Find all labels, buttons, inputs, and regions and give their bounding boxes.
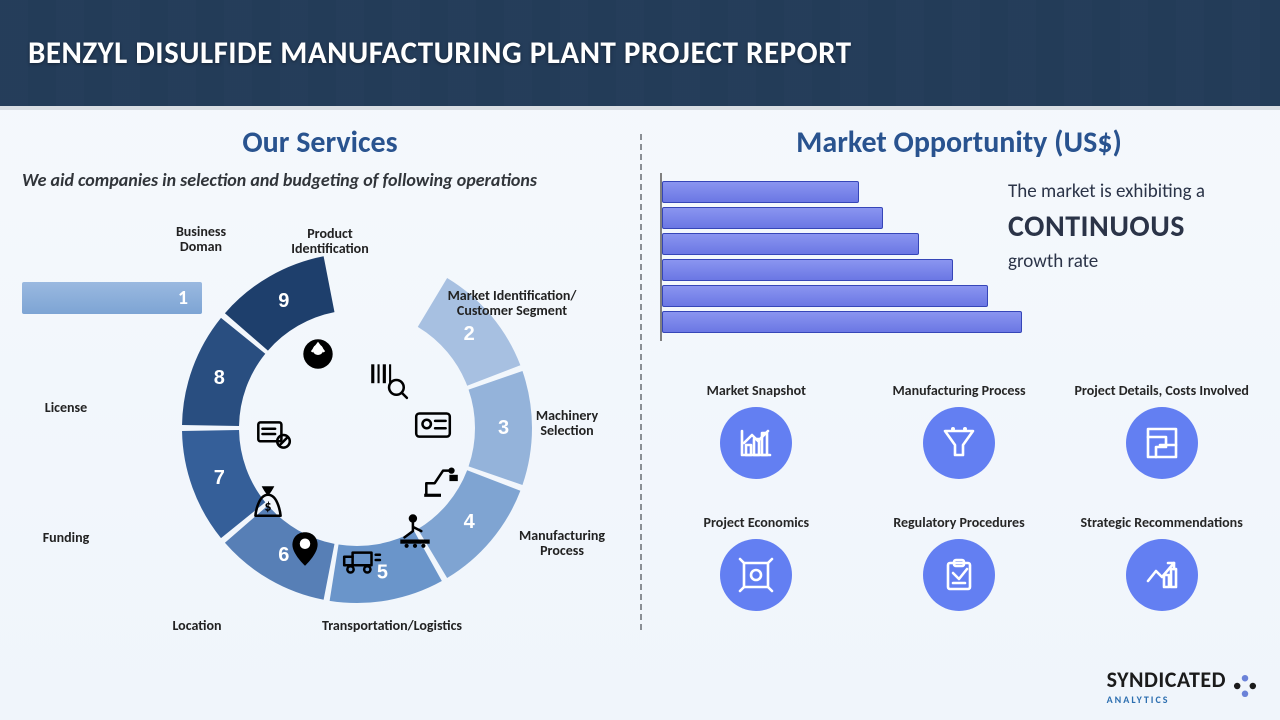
robot-icon <box>420 458 462 500</box>
market-heading: Market Opportunity (US$) <box>660 124 1258 161</box>
brand-name: SYNDICATED <box>1107 666 1226 693</box>
category-label: Project Economics <box>660 497 853 531</box>
category-chart: Market Snapshot <box>660 365 853 479</box>
main-area: Our Services We aid companies in selecti… <box>0 110 1280 720</box>
services-column: Our Services We aid companies in selecti… <box>0 110 640 720</box>
donut-num-8: 8 <box>214 366 225 388</box>
growth-icon <box>1126 539 1198 611</box>
category-funnel: Manufacturing Process <box>863 365 1056 479</box>
step-label-8: Funding <box>26 530 106 545</box>
puzzle-icon <box>720 539 792 611</box>
worker-icon <box>394 508 436 550</box>
head-icon <box>297 333 339 375</box>
market-chart: The market is exhibiting a CONTINUOUS gr… <box>660 173 1258 341</box>
growth-pre: The market is exhibiting a <box>1008 180 1205 203</box>
category-grid: Market Snapshot Manufacturing Process Pr… <box>660 365 1258 611</box>
market-bar-6 <box>662 311 1022 333</box>
category-label: Strategic Recommendations <box>1065 497 1258 531</box>
market-bar-5 <box>662 285 988 307</box>
money-icon: $ <box>247 480 289 522</box>
brand-icon <box>1232 673 1258 699</box>
donut-num-4: 4 <box>464 511 476 533</box>
category-clip: Regulatory Procedures <box>863 497 1056 611</box>
market-bar-1 <box>662 181 859 203</box>
brand-tag: ANALYTICS <box>1107 693 1226 706</box>
page-title: BENZYL DISULFIDE MANUFACTURING PLANT PRO… <box>28 34 852 72</box>
category-growth: Strategic Recommendations <box>1065 497 1258 611</box>
step-label-5: Manufacturing Process <box>497 528 627 559</box>
category-label: Manufacturing Process <box>863 365 1056 399</box>
services-subtitle: We aid companies in selection and budget… <box>22 169 618 192</box>
brand-logo: SYNDICATED ANALYTICS <box>1107 666 1258 706</box>
growth-big: CONTINUOUS <box>1008 207 1258 248</box>
donut-num-9: 9 <box>278 290 289 312</box>
step-label-2: Product Identification <box>270 226 390 257</box>
growth-text: The market is exhibiting a CONTINUOUS gr… <box>1008 179 1258 275</box>
category-maze: Project Details, Costs Involved <box>1065 365 1258 479</box>
cert-icon <box>252 414 294 456</box>
category-puzzle: Project Economics <box>660 497 853 611</box>
step-label-4: Machinery Selection <box>512 408 622 439</box>
category-label: Market Snapshot <box>660 365 853 399</box>
truck-icon <box>340 540 382 582</box>
services-wheel: 1 23456789 Business DomanProduct Identif… <box>22 198 618 638</box>
funnel-icon <box>923 407 995 479</box>
step-label-9: License <box>26 400 106 415</box>
maze-icon <box>1126 407 1198 479</box>
growth-post: growth rate <box>1008 250 1098 273</box>
step-label-1: Business Doman <box>156 224 246 255</box>
step-label-6: Transportation/Logistics <box>302 618 482 633</box>
donut-num-3: 3 <box>498 417 509 439</box>
barcode-icon <box>367 358 409 400</box>
svg-text:$: $ <box>265 497 272 514</box>
donut-num-7: 7 <box>214 467 225 489</box>
market-bar-3 <box>662 233 919 255</box>
market-bar-4 <box>662 259 953 281</box>
clip-icon <box>923 539 995 611</box>
category-label: Regulatory Procedures <box>863 497 1056 531</box>
category-label: Project Details, Costs Involved <box>1065 365 1258 399</box>
donut-num-2: 2 <box>464 322 475 344</box>
chart-icon <box>720 407 792 479</box>
pin-icon <box>284 528 326 570</box>
step-1-bar: 1 <box>22 282 202 314</box>
title-banner: BENZYL DISULFIDE MANUFACTURING PLANT PRO… <box>0 0 1280 110</box>
services-heading: Our Services <box>22 124 618 161</box>
market-column: Market Opportunity (US$) The market is e… <box>642 110 1280 720</box>
idcard-icon <box>412 403 454 445</box>
step-label-3: Market Identification/ Customer Segment <box>442 288 582 319</box>
step-label-7: Location <box>152 618 242 633</box>
market-bar-2 <box>662 207 883 229</box>
